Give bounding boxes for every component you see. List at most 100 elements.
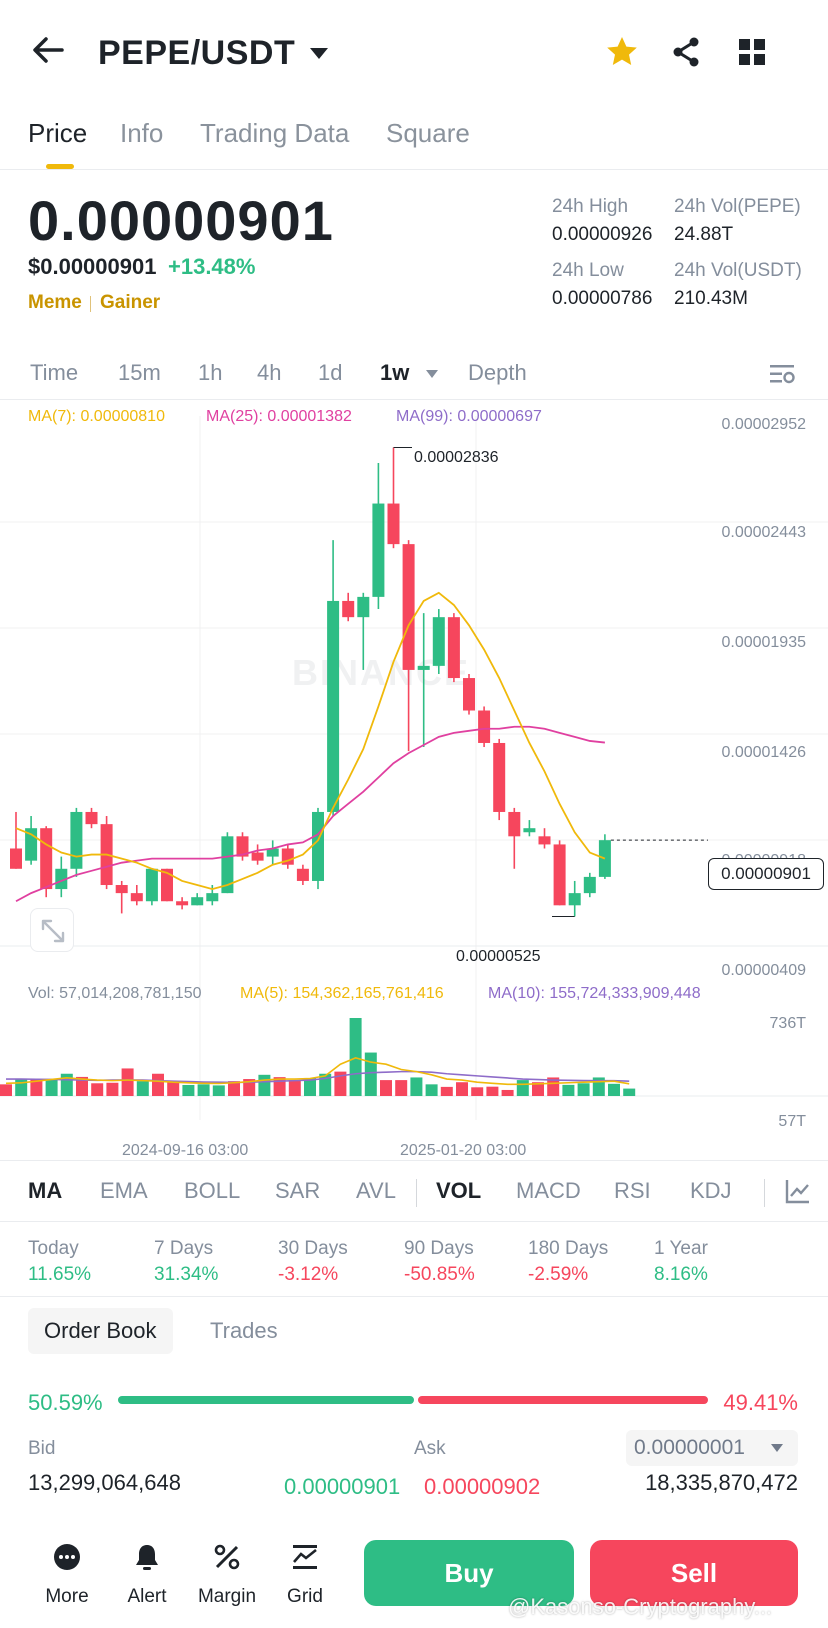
perf-value: -2.59% (528, 1264, 589, 1285)
grid-trading-icon (293, 1545, 317, 1569)
nav-more[interactable]: More (32, 1520, 102, 1608)
nav-alert-label: Alert (127, 1586, 167, 1607)
bid-header: Bid (28, 1438, 56, 1459)
tab-square[interactable]: Square (386, 118, 470, 148)
favorite-star-icon[interactable] (604, 34, 640, 70)
candle-body (266, 848, 279, 857)
candle-body (115, 885, 128, 894)
volume-bar (425, 1084, 438, 1096)
ma7-line (15, 591, 606, 891)
tab-trades[interactable]: Trades (210, 1318, 278, 1343)
interval-1h[interactable]: 1h (198, 360, 223, 385)
volume-bar (258, 1074, 271, 1096)
bid-ratio: 50.59% (28, 1390, 103, 1415)
perf-value: 11.65% (28, 1264, 92, 1285)
expand-chart-button[interactable] (30, 908, 74, 952)
tab-info[interactable]: Info (120, 118, 164, 148)
candle-body (327, 600, 340, 812)
low-value: 0.00000786 (552, 288, 653, 309)
perf-label: 1 Year (654, 1238, 708, 1259)
interval-dropdown-icon[interactable] (424, 368, 440, 380)
candle-body (478, 710, 491, 743)
candle-body (402, 544, 415, 670)
bid-price[interactable]: 0.00000901 (284, 1474, 401, 1499)
pair-dropdown-icon[interactable] (306, 40, 332, 66)
ask-quantity[interactable]: 18,335,870,472 (645, 1470, 798, 1495)
volume-bar (288, 1080, 301, 1096)
high-label: 24h High (552, 196, 629, 217)
candle-body (176, 901, 189, 906)
ask-header: Ask (414, 1438, 446, 1459)
vol-base-value: 24.88T (674, 224, 734, 245)
interval-1d[interactable]: 1d (318, 360, 343, 385)
indicator-avl[interactable]: AVL (356, 1178, 396, 1203)
interval-4h[interactable]: 4h (257, 360, 282, 385)
indicator-boll[interactable]: BOLL (184, 1178, 241, 1203)
indicator-settings-icon[interactable] (784, 1177, 812, 1205)
nav-more-label: More (45, 1586, 89, 1607)
grid-menu-icon[interactable] (734, 34, 770, 70)
y-tick-3: 0.00001935 (721, 634, 806, 651)
candle-body (523, 828, 536, 833)
tag-gainer[interactable]: Gainer (100, 292, 161, 313)
indicator-rsi[interactable]: RSI (614, 1178, 651, 1203)
tab-order-book[interactable]: Order Book (28, 1308, 173, 1354)
price-chart[interactable]: BINANCE MA(7): 0.00000810 MA(25): 0.0000… (0, 400, 828, 1159)
y-tick-4: 0.00001426 (721, 744, 806, 761)
precision-dropdown-icon (771, 1444, 783, 1452)
candle-body (387, 503, 400, 545)
precision-select[interactable]: 0.00000001 (626, 1430, 798, 1466)
tab-trading-data[interactable]: Trading Data (200, 118, 350, 148)
volume-bar (532, 1082, 544, 1096)
perf-label: 90 Days (404, 1238, 474, 1259)
candle-body (161, 868, 173, 902)
tag-divider (90, 296, 91, 312)
indicator-vol[interactable]: VOL (436, 1178, 482, 1203)
indicator-macd[interactable]: MACD (516, 1178, 581, 1203)
candle-body (221, 836, 234, 894)
share-icon[interactable] (668, 34, 704, 70)
volume-max-label: 736T (769, 1015, 806, 1032)
candle-body (447, 617, 460, 679)
volume-min-label: 57T (778, 1113, 806, 1130)
tab-price[interactable]: Price (28, 118, 88, 148)
candle-body (463, 678, 475, 711)
y-tick-6: 0.00000409 (721, 962, 806, 979)
active-tab-indicator (46, 164, 74, 169)
candle-body (70, 811, 83, 869)
interval-1w[interactable]: 1w (380, 360, 410, 385)
interval-depth[interactable]: Depth (468, 360, 527, 385)
chart-settings-icon[interactable] (768, 362, 796, 386)
volume-bar (15, 1078, 28, 1096)
bid-quantity[interactable]: 13,299,064,648 (28, 1470, 181, 1495)
sell-button[interactable]: Sell (590, 1540, 798, 1606)
nav-grid[interactable]: Grid (270, 1520, 340, 1608)
indicator-sar[interactable]: SAR (275, 1178, 321, 1203)
indicator-kdj[interactable]: KDJ (690, 1178, 732, 1203)
ask-price[interactable]: 0.00000902 (424, 1474, 541, 1499)
volume-bar (410, 1077, 423, 1096)
bid-ratio-bar (118, 1396, 414, 1404)
candle-body (130, 893, 143, 902)
nav-margin[interactable]: Margin (192, 1520, 262, 1608)
volume-bar (547, 1077, 560, 1096)
y-tick-1: 0.00002952 (721, 416, 806, 433)
buy-button[interactable]: Buy (364, 1540, 574, 1606)
candle-body (372, 503, 385, 597)
tag-meme[interactable]: Meme (28, 292, 82, 313)
low-annotation: 0.00000525 (456, 948, 541, 965)
bottom-bar: More Alert Margin Grid Buy Sell @Kasonso… (0, 1520, 828, 1628)
nav-alert[interactable]: Alert (112, 1520, 182, 1608)
indicator-ma[interactable]: MA (28, 1178, 63, 1203)
volume-bar (121, 1068, 134, 1096)
ask-ratio: 49.41% (723, 1390, 798, 1415)
back-arrow-icon[interactable] (28, 30, 68, 70)
volume-bar (516, 1080, 529, 1096)
pair-title[interactable]: PEPE/USDT (98, 34, 296, 72)
interval-15m[interactable]: 15m (118, 360, 161, 385)
indicator-ema[interactable]: EMA (100, 1178, 148, 1203)
volume-bar (197, 1084, 210, 1096)
volume-bar (608, 1083, 620, 1096)
volume-bar (395, 1080, 408, 1096)
interval-time[interactable]: Time (30, 360, 79, 385)
